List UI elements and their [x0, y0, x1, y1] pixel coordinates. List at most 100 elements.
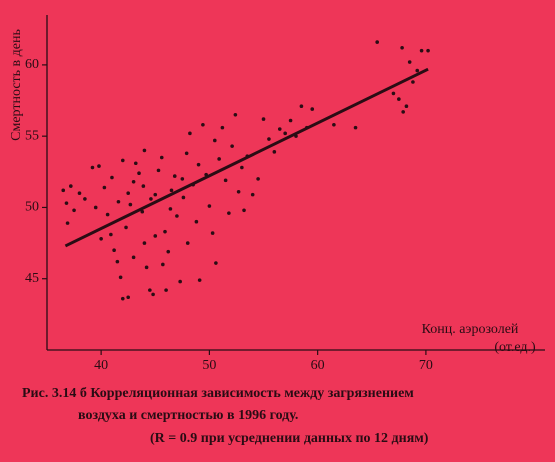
scatter-point [217, 157, 221, 161]
scatter-point [250, 192, 255, 197]
scatter-point [207, 204, 212, 208]
scatter-point [261, 117, 266, 121]
scatter-point [210, 231, 215, 235]
y-tick-label: 50 [25, 200, 39, 215]
scatter-point [97, 164, 101, 168]
scatter-point [163, 229, 167, 234]
scatter-point [277, 127, 282, 131]
scatter-point [194, 219, 199, 224]
scatter-point [227, 211, 231, 215]
scatter-point [185, 241, 190, 245]
scatter-point [153, 192, 158, 197]
scatter-point [128, 202, 133, 207]
scatter-point [151, 292, 155, 297]
scatter-point [172, 174, 177, 178]
scatter-point [288, 118, 293, 123]
scatter-point [120, 296, 125, 301]
scatter-point [401, 110, 405, 114]
scatter-point [131, 255, 136, 260]
scatter-point [166, 249, 171, 254]
scatter-point [175, 214, 179, 218]
scatter-point [310, 107, 315, 111]
scatter-point [133, 161, 138, 166]
scatter-point [223, 178, 228, 183]
scatter-point [242, 208, 246, 213]
scatter-point [131, 179, 136, 184]
x-tick-label: 70 [419, 358, 433, 373]
y-axis-label: Смертность в день [9, 29, 24, 141]
scatter-point [90, 165, 95, 170]
scatter-point [112, 248, 116, 253]
y-tick-label: 55 [25, 128, 39, 143]
x-tick-label: 60 [311, 358, 325, 373]
scatter-point [161, 262, 165, 267]
scatter-point [64, 201, 69, 205]
scatter-point [105, 212, 110, 217]
scatter-point [230, 144, 234, 148]
scatter-point [233, 112, 238, 117]
scatter-point [180, 177, 185, 181]
scatter-point [140, 209, 145, 214]
scatter-point [72, 208, 76, 213]
scatter-point [124, 225, 128, 230]
scatter-point [109, 232, 113, 237]
scatter-point [137, 171, 141, 176]
scatter-point [188, 131, 192, 136]
scatter-point [220, 125, 225, 130]
scatter-point [419, 48, 424, 53]
scatter-point [400, 45, 404, 50]
scatter-point [69, 184, 73, 188]
scatter-point [353, 125, 358, 130]
scatter-point [426, 48, 430, 53]
x-tick-label: 50 [202, 358, 216, 373]
scatter-point [118, 275, 123, 280]
scatter-point [77, 191, 82, 195]
scatter-point [256, 177, 260, 181]
caption-line: воздуха и смертностью в 1996 году. [78, 408, 298, 423]
scatter-point [267, 137, 271, 141]
scatter-point [407, 60, 412, 64]
scatter-point [168, 207, 173, 211]
scatter-point [184, 151, 189, 156]
scatter-point [93, 205, 98, 210]
scatter-point [159, 155, 164, 160]
scatter-point [61, 188, 66, 193]
scatter-point [196, 162, 201, 167]
scatter-point [332, 122, 336, 127]
scatter-point [236, 189, 241, 194]
caption-line: (R = 0.9 при усреднении данных по 12 дня… [150, 431, 429, 446]
scatter-point [164, 288, 168, 292]
scatter-point [181, 195, 186, 200]
scatter-point [142, 148, 147, 153]
caption-line: Рис. 3.14 б Корреляционная зависимость м… [22, 386, 414, 401]
scatter-point [397, 97, 401, 101]
scatter-point [153, 234, 158, 238]
scatter-point [120, 158, 125, 163]
scatter-point [299, 104, 304, 109]
scatter-point [116, 199, 121, 204]
x-tick-label: 40 [94, 358, 108, 373]
scatter-point [415, 68, 420, 73]
scatter-point [411, 80, 415, 84]
scatter-point [214, 261, 218, 265]
scatter-point [201, 122, 205, 127]
y-tick-label: 45 [25, 271, 39, 286]
scatter-point [148, 288, 152, 292]
scatter-point [375, 40, 379, 44]
scatter-point [283, 131, 287, 136]
scatter-point [197, 278, 202, 282]
scatter-point [156, 168, 161, 173]
scatter-point [213, 138, 217, 143]
scatter-point [391, 91, 396, 96]
scatter-point [65, 221, 70, 225]
scatter-point [141, 184, 146, 188]
x-axis-label: Конц. аэрозолей [422, 322, 519, 337]
scatter-point [149, 197, 153, 201]
scatter-point [169, 188, 174, 193]
scatter-point [240, 165, 244, 170]
scatter-point [178, 279, 182, 284]
scatter-point [115, 259, 120, 264]
scatter-point [142, 241, 147, 245]
trend-line [64, 67, 429, 248]
